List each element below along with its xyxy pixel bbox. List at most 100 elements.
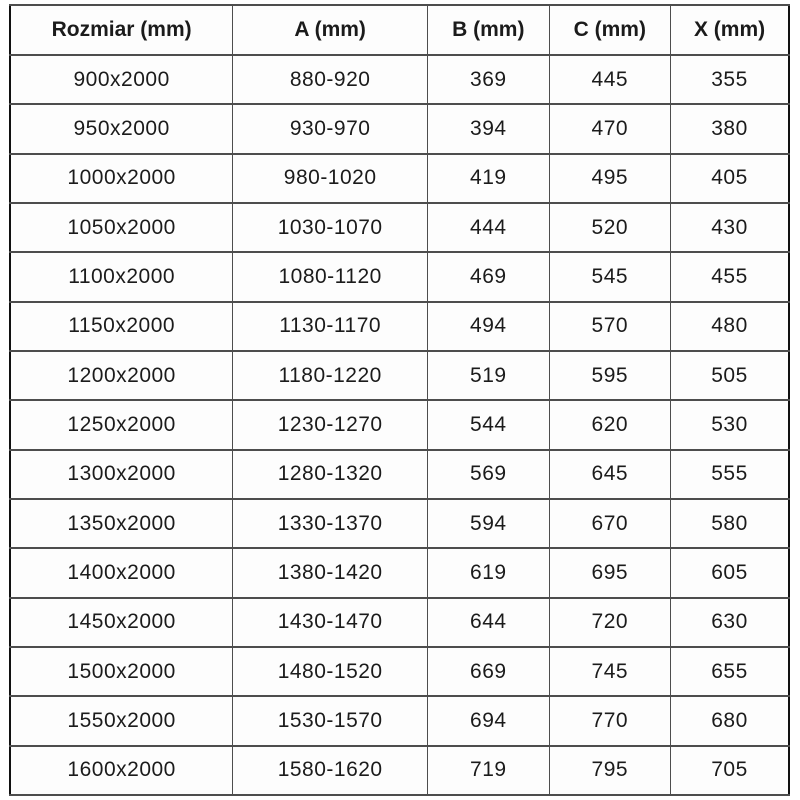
table-row: 1150x2000 1130-1170 494 570 480 bbox=[9, 300, 790, 352]
table-cell: 1500x2000 bbox=[9, 645, 234, 698]
table-cell: 445 bbox=[548, 53, 672, 106]
table-row: 1350x2000 1330-1370 594 670 580 bbox=[9, 497, 790, 550]
table-cell: 1050x2000 bbox=[9, 201, 234, 254]
table-row: 1400x2000 1380-1420 619 695 605 bbox=[9, 547, 790, 599]
table-cell: 1330-1370 bbox=[232, 497, 429, 550]
table-body: 900x2000 880-920 369 445 355 950x2000 930-970 3… bbox=[9, 53, 790, 797]
table-cell: 1380-1420 bbox=[232, 547, 429, 599]
table-cell: 1150x2000 bbox=[9, 300, 234, 352]
column-header: Rozmiar (mm) bbox=[9, 4, 234, 56]
table-cell: 680 bbox=[670, 695, 790, 747]
table-cell: 705 bbox=[670, 744, 790, 797]
table-cell: 719 bbox=[427, 744, 550, 797]
table-cell: 594 bbox=[427, 497, 550, 550]
size-table-container: Rozmiar (mm) A (mm) B (mm) C (mm) X (mm) 900… bbox=[9, 4, 790, 797]
table-cell: 519 bbox=[427, 349, 550, 402]
table-cell: 1200x2000 bbox=[9, 349, 234, 402]
table-cell: 745 bbox=[548, 645, 672, 698]
table-cell: 355 bbox=[670, 53, 790, 106]
table-cell: 544 bbox=[427, 399, 550, 451]
table-row: 1100x2000 1080-1120 469 545 455 bbox=[9, 251, 790, 303]
table-cell: 480 bbox=[670, 300, 790, 352]
table-cell: 980-1020 bbox=[232, 152, 429, 204]
table-cell: 1280-1320 bbox=[232, 448, 429, 500]
table-cell: 644 bbox=[427, 596, 550, 648]
table-cell: 1480-1520 bbox=[232, 645, 429, 698]
table-cell: 1100x2000 bbox=[9, 251, 234, 303]
table-row: 1000x2000 980-1020 419 495 405 bbox=[9, 152, 790, 204]
table-cell: 505 bbox=[670, 349, 790, 402]
table-row: 1600x2000 1580-1620 719 795 705 bbox=[9, 744, 790, 797]
table-cell: 469 bbox=[427, 251, 550, 303]
table-cell: 1000x2000 bbox=[9, 152, 234, 204]
table-cell: 655 bbox=[670, 645, 790, 698]
table-row: 1050x2000 1030-1070 444 520 430 bbox=[9, 201, 790, 254]
table-cell: 620 bbox=[548, 399, 672, 451]
table-cell: 555 bbox=[670, 448, 790, 500]
table-cell: 670 bbox=[548, 497, 672, 550]
table-cell: 619 bbox=[427, 547, 550, 599]
table-cell: 580 bbox=[670, 497, 790, 550]
table-cell: 1030-1070 bbox=[232, 201, 429, 254]
table-cell: 405 bbox=[670, 152, 790, 204]
table-cell: 419 bbox=[427, 152, 550, 204]
column-header: B (mm) bbox=[427, 4, 550, 56]
table-header: Rozmiar (mm) A (mm) B (mm) C (mm) X (mm) bbox=[9, 4, 790, 56]
table-cell: 430 bbox=[670, 201, 790, 254]
table-row: 1250x2000 1230-1270 544 620 530 bbox=[9, 399, 790, 451]
column-header: C (mm) bbox=[548, 4, 672, 56]
table-cell: 630 bbox=[670, 596, 790, 648]
table-row: 1200x2000 1180-1220 519 595 505 bbox=[9, 349, 790, 402]
table-row: 1550x2000 1530-1570 694 770 680 bbox=[9, 695, 790, 747]
table-cell: 569 bbox=[427, 448, 550, 500]
table-cell: 494 bbox=[427, 300, 550, 352]
table-cell: 795 bbox=[548, 744, 672, 797]
table-cell: 470 bbox=[548, 103, 672, 155]
table-cell: 1550x2000 bbox=[9, 695, 234, 747]
table-cell: 1130-1170 bbox=[232, 300, 429, 352]
table-cell: 530 bbox=[670, 399, 790, 451]
table-cell: 930-970 bbox=[232, 103, 429, 155]
table-cell: 520 bbox=[548, 201, 672, 254]
table-cell: 369 bbox=[427, 53, 550, 106]
table-cell: 444 bbox=[427, 201, 550, 254]
table-cell: 380 bbox=[670, 103, 790, 155]
table-cell: 1430-1470 bbox=[232, 596, 429, 648]
table-cell: 695 bbox=[548, 547, 672, 599]
table-row: 1300x2000 1280-1320 569 645 555 bbox=[9, 448, 790, 500]
column-header: X (mm) bbox=[670, 4, 790, 56]
table-cell: 1250x2000 bbox=[9, 399, 234, 451]
table-cell: 880-920 bbox=[232, 53, 429, 106]
table-row: 1500x2000 1480-1520 669 745 655 bbox=[9, 645, 790, 698]
table-cell: 1600x2000 bbox=[9, 744, 234, 797]
table-cell: 1180-1220 bbox=[232, 349, 429, 402]
table-cell: 1230-1270 bbox=[232, 399, 429, 451]
table-cell: 595 bbox=[548, 349, 672, 402]
table-row: 1450x2000 1430-1470 644 720 630 bbox=[9, 596, 790, 648]
table-row: 900x2000 880-920 369 445 355 bbox=[9, 53, 790, 106]
table-cell: 545 bbox=[548, 251, 672, 303]
size-table: Rozmiar (mm) A (mm) B (mm) C (mm) X (mm) 900… bbox=[9, 4, 790, 797]
table-cell: 950x2000 bbox=[9, 103, 234, 155]
table-cell: 455 bbox=[670, 251, 790, 303]
column-header: A (mm) bbox=[232, 4, 429, 56]
table-cell: 900x2000 bbox=[9, 53, 234, 106]
table-cell: 1080-1120 bbox=[232, 251, 429, 303]
table-cell: 1530-1570 bbox=[232, 695, 429, 747]
table-cell: 770 bbox=[548, 695, 672, 747]
table-cell: 1400x2000 bbox=[9, 547, 234, 599]
table-row: 950x2000 930-970 394 470 380 bbox=[9, 103, 790, 155]
table-cell: 570 bbox=[548, 300, 672, 352]
table-cell: 1450x2000 bbox=[9, 596, 234, 648]
table-cell: 605 bbox=[670, 547, 790, 599]
table-cell: 1350x2000 bbox=[9, 497, 234, 550]
table-header-row: Rozmiar (mm) A (mm) B (mm) C (mm) X (mm) bbox=[9, 4, 790, 56]
table-cell: 669 bbox=[427, 645, 550, 698]
table-cell: 720 bbox=[548, 596, 672, 648]
table-cell: 1300x2000 bbox=[9, 448, 234, 500]
table-cell: 394 bbox=[427, 103, 550, 155]
table-cell: 1580-1620 bbox=[232, 744, 429, 797]
table-cell: 495 bbox=[548, 152, 672, 204]
table-cell: 694 bbox=[427, 695, 550, 747]
table-cell: 645 bbox=[548, 448, 672, 500]
